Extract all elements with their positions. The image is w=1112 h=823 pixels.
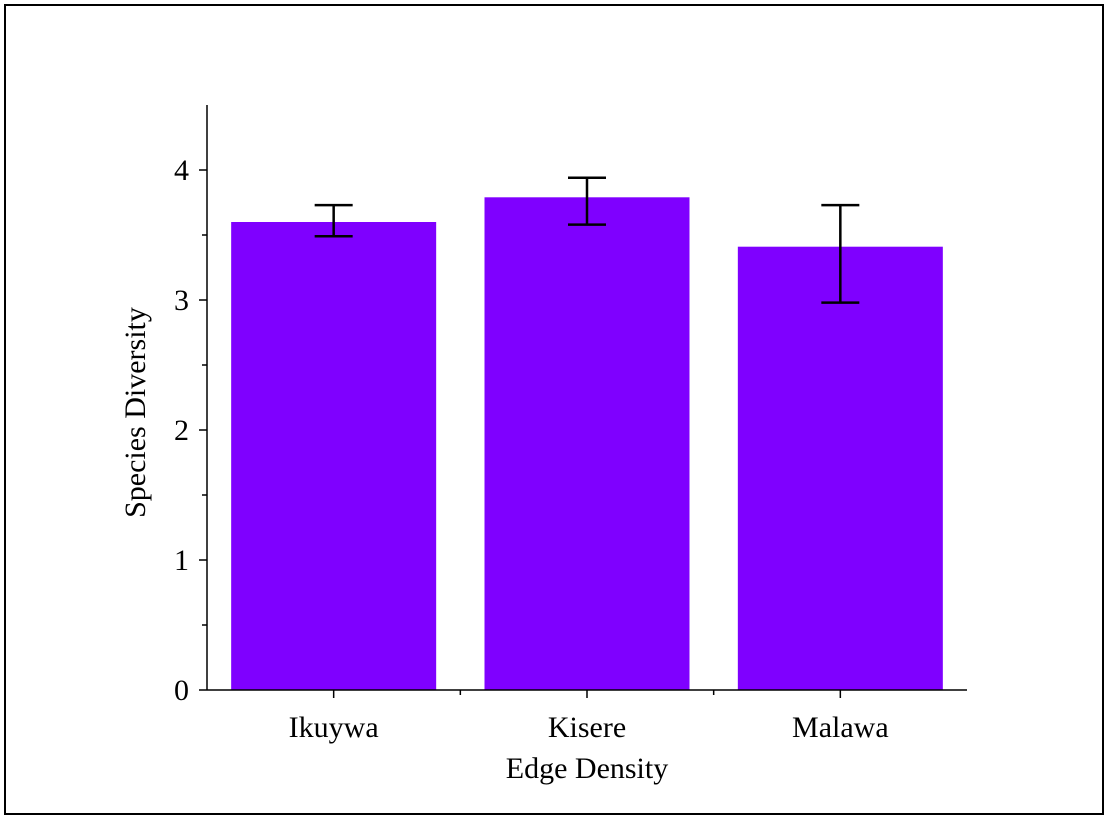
x-ticks-layer: Ikuywa Kisere Malawa (289, 690, 889, 744)
x-axis-label: Edge Density (506, 752, 668, 785)
y-tick-label-3: 3 (174, 284, 189, 317)
x-tick-label-kisere: Kisere (548, 711, 626, 744)
bar-ikuywa (231, 222, 437, 690)
error-bars-layer (314, 176, 860, 304)
bar-malawa (737, 246, 943, 690)
y-tick-label-2: 2 (174, 414, 189, 447)
y-axis-label: Species Diversity (119, 307, 152, 518)
bar-kisere (484, 197, 690, 691)
bars-layer (231, 197, 943, 691)
y-ticks-layer: 0 1 2 3 4 (174, 154, 207, 707)
y-tick-label-0: 0 (174, 674, 189, 707)
x-tick-label-malawa: Malawa (792, 711, 889, 744)
y-tick-label-1: 1 (174, 544, 189, 577)
y-tick-label-4: 4 (174, 154, 189, 187)
x-tick-label-ikuywa: Ikuywa (289, 711, 379, 744)
